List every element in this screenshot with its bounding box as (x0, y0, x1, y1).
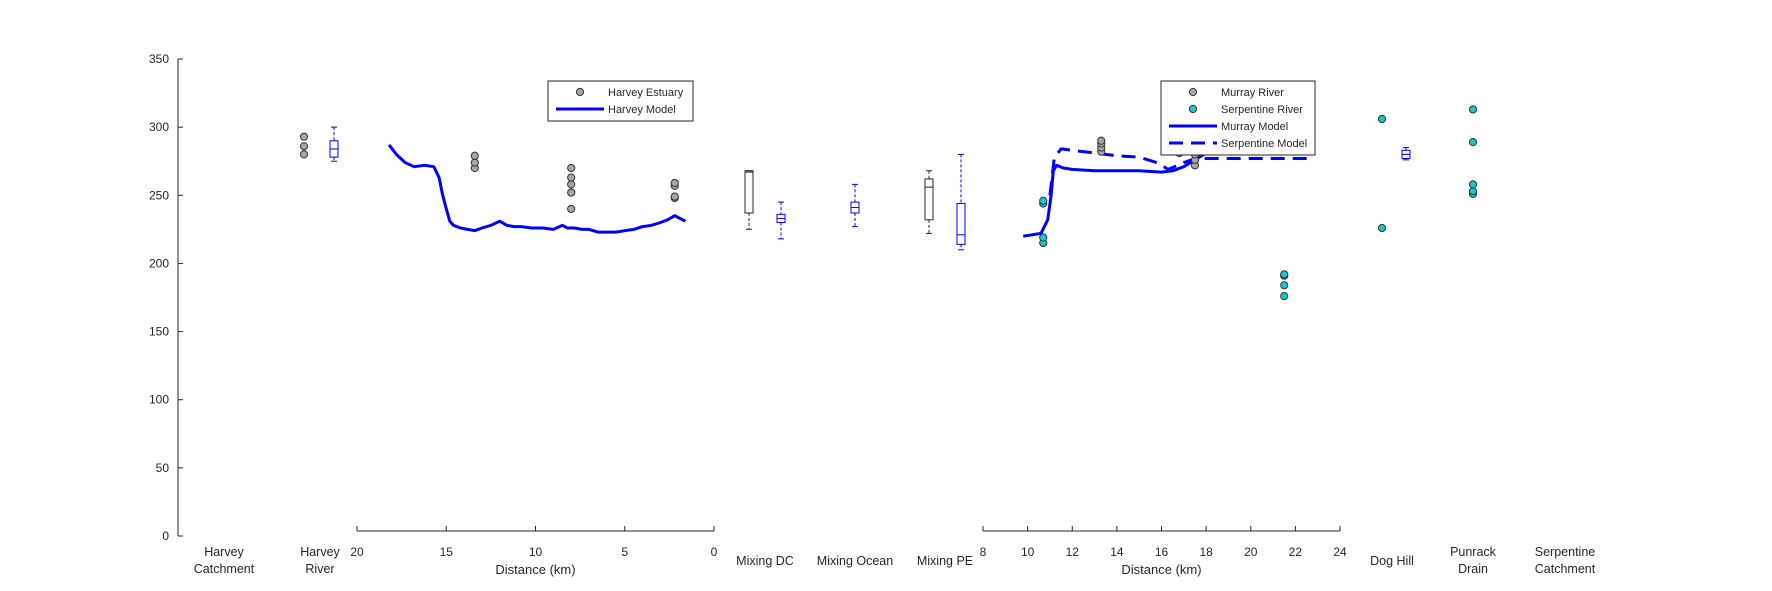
murray-legend-marker (1188, 104, 1198, 114)
y-tick-label: 350 (149, 52, 169, 66)
y-tick-label: 0 (162, 529, 169, 543)
boxplot-box (956, 202, 966, 245)
y-tick-label: 250 (149, 188, 169, 202)
harvey-estuary-point (670, 192, 679, 201)
category-label-dog_hill: Dog Hill (1370, 554, 1414, 568)
harvey-estuary-point (470, 151, 479, 160)
dog_hill-point (1377, 223, 1387, 233)
harvey-legend-marker (575, 87, 585, 97)
harvey-x-tick-label: 0 (711, 545, 718, 559)
mixing_dc-boxplot (744, 170, 754, 230)
harvey-estuary-point (567, 188, 576, 197)
murray-legend-entry: Murray River (1221, 87, 1284, 99)
dog_hill-boxplot (1401, 147, 1411, 161)
murray-x-tick-label: 24 (1333, 545, 1347, 559)
harvey-x-axis-label: Distance (km) (495, 562, 575, 577)
category-label-mixing_dc: Mixing DC (736, 554, 794, 568)
punrack_drain-point (1468, 105, 1478, 114)
category-label-mixing_pe: Mixing PE (917, 554, 973, 568)
murray-legend-marker (1188, 87, 1198, 97)
murray-x-tick-label: 20 (1244, 545, 1258, 559)
harvey-x-tick-label: 5 (621, 545, 628, 559)
murray-legend-entry: Serpentine Model (1221, 138, 1307, 150)
category-label-mixing_ocean: Mixing Ocean (817, 554, 893, 568)
category-label-punrack_drain: Drain (1458, 562, 1488, 576)
punrack_drain-point (1468, 180, 1478, 189)
harvey-legend-entry: Harvey Model (608, 104, 676, 116)
y-tick-label: 300 (149, 120, 169, 134)
y-tick-label: 100 (149, 393, 169, 407)
mixing_dc-boxplot (776, 201, 786, 240)
category-label-harvey_catchment: Catchment (194, 562, 255, 576)
serpentine-river-point (1280, 292, 1289, 301)
punrack_drain-point (1468, 187, 1478, 196)
harvey-x-tick-label: 10 (529, 545, 543, 559)
murray-legend-entry: Serpentine River (1221, 104, 1303, 116)
category-label-punrack_drain: Punrack (1450, 545, 1497, 559)
harvey-x-tick-label: 15 (440, 545, 454, 559)
harvey_river-point (299, 150, 309, 159)
harvey-legend: Harvey Estuary Harvey Model (547, 80, 694, 122)
category-label-serpentine_catchment: Catchment (1535, 562, 1596, 576)
harvey-estuary-point (670, 178, 679, 188)
murray-legend-box (1160, 80, 1316, 156)
murray-x-tick-label: 18 (1199, 545, 1213, 559)
serpentine-river-point (1039, 196, 1048, 205)
harvey-legend-box (547, 80, 694, 122)
y-tick-label: 150 (149, 325, 169, 339)
y-tick-label: 200 (149, 256, 169, 270)
category-label-harvey_river: Harvey (300, 545, 340, 559)
category-label-serpentine_catchment: Serpentine (1535, 545, 1596, 559)
serpentine-river-point (1280, 281, 1289, 290)
harvey_river-point (299, 142, 309, 151)
boxplot-box (744, 170, 754, 214)
murray-river-point (1097, 136, 1106, 145)
harvey-model-line (387, 143, 687, 234)
serpentine-model-line (1048, 147, 1314, 196)
serpentine-river-point (1039, 233, 1048, 242)
mixing_ocean-boxplot (850, 183, 860, 228)
harvey_river-boxplot (329, 126, 339, 162)
mixing_pe-boxplot (956, 153, 966, 251)
murray-x-tick-label: 22 (1289, 545, 1303, 559)
harvey-x-tick-label: 20 (350, 545, 364, 559)
murray-x-tick-label: 10 (1021, 545, 1035, 559)
category-label-harvey_river: River (305, 562, 334, 576)
mixing_pe-boxplot (924, 170, 934, 234)
harvey-legend-entry: Harvey Estuary (608, 87, 684, 99)
murray-x-tick-label: 8 (980, 545, 987, 559)
murray-legend: Murray River Serpentine River Murray Model… (1160, 80, 1316, 156)
harvey-estuary-point (567, 180, 576, 189)
harvey-estuary-point (567, 163, 576, 173)
murray-x-axis-label: Distance (km) (1121, 562, 1201, 577)
harvey-estuary-point (470, 158, 479, 167)
harvey-estuary-point (567, 204, 576, 214)
punrack_drain-point (1468, 138, 1478, 147)
murray-x-tick-label: 12 (1066, 545, 1080, 559)
harvey_river-point (299, 132, 309, 141)
murray-x-tick-label: 16 (1155, 545, 1169, 559)
harvey-estuary-point (567, 173, 576, 182)
murray-legend-entry: Murray Model (1221, 121, 1288, 133)
dog_hill-point (1377, 114, 1387, 124)
y-tick-label: 50 (156, 461, 170, 475)
murray-x-tick-label: 14 (1110, 545, 1124, 559)
category-label-harvey_catchment: Harvey (204, 545, 244, 559)
serpentine-river-point (1280, 270, 1289, 279)
boxplot-box (924, 178, 934, 221)
